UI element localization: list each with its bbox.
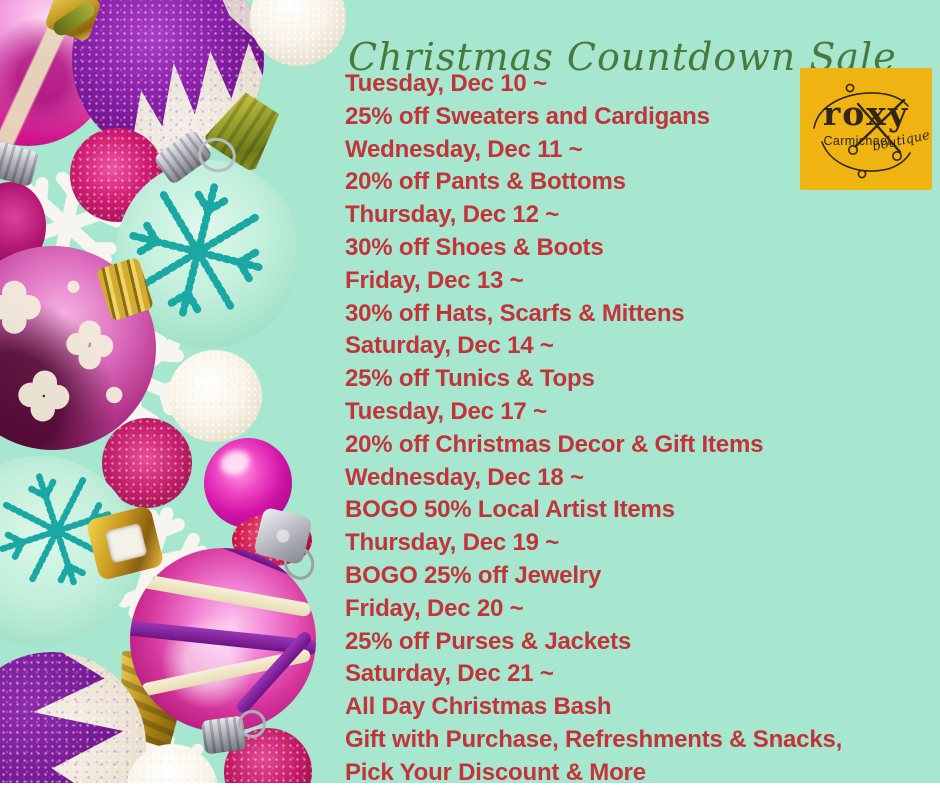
brand-logo: roxy Carmichael. boutique [800, 68, 932, 190]
teal-glitter-snowflake-icon [0, 473, 115, 589]
ornament-pearl-ball [250, 0, 346, 66]
schedule-line: All Day Christmas Bash [345, 693, 612, 721]
schedule-line: 25% off Sweaters and Cardigans [345, 102, 710, 130]
schedule-line: Friday, Dec 20 ~ [345, 594, 524, 622]
schedule-line: Tuesday, Dec 10 ~ [345, 70, 547, 97]
schedule-line: Wednesday, Dec 11 ~ [345, 135, 583, 163]
white-glitter-flowers [0, 280, 123, 422]
ornament-pearl-ball [168, 350, 262, 442]
schedule-line: Gift with Purchase, Refreshments & Snack… [345, 725, 843, 753]
bottom-border [0, 783, 940, 788]
schedule-line: BOGO 25% off Jewelry [345, 561, 602, 589]
schedule-line: Saturday, Dec 21 ~ [345, 660, 554, 688]
sale-schedule: Tuesday, Dec 10 ~ 25% off Sweaters and C… [345, 68, 842, 788]
schedule-line: 20% off Pants & Bottoms [345, 168, 626, 196]
schedule-line: Saturday, Dec 14 ~ [345, 332, 554, 360]
schedule-line: Wednesday, Dec 18 ~ [345, 463, 584, 491]
logo-brand-text: roxy [822, 94, 910, 133]
schedule-line: 20% off Christmas Decor & Gift Items [345, 430, 764, 458]
schedule-line: Tuesday, Dec 17 ~ [345, 397, 547, 425]
schedule-line: 30% off Hats, Scarfs & Mittens [345, 299, 685, 327]
schedule-line: 25% off Tunics & Tops [345, 365, 595, 393]
ornament-pink-striped-glitter-ball [130, 548, 316, 732]
logo-swirl-scissors-icon [813, 83, 911, 179]
schedule-line: BOGO 50% Local Artist Items [345, 496, 675, 524]
schedule-line: 25% off Purses & Jackets [345, 627, 632, 655]
schedule-line: Thursday, Dec 12 ~ [345, 201, 560, 229]
schedule-line: Friday, Dec 13 ~ [345, 266, 524, 294]
schedule-line: 30% off Shoes & Boots [345, 233, 604, 261]
silver-hanger-ring [238, 710, 266, 738]
schedule-line: Thursday, Dec 19 ~ [345, 529, 560, 557]
logo-name-text: Carmichael. [823, 134, 895, 148]
teal-glitter-snowflake-icon [129, 183, 267, 321]
schedule-line: Pick Your Discount & More [345, 758, 646, 786]
